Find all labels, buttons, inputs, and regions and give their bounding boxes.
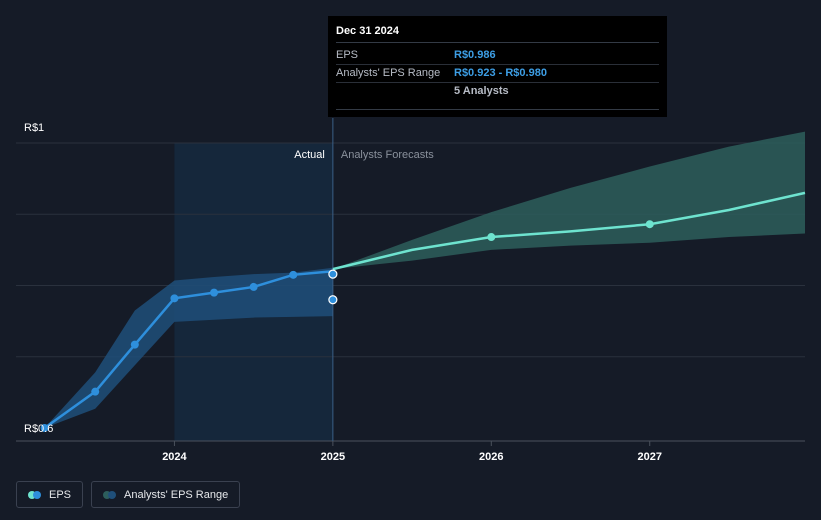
tooltip-marker [328,269,338,279]
actual-region-label: Actual [294,149,325,161]
tooltip-analysts-count: 5 Analysts [454,85,509,97]
eps-point-actual [210,288,219,297]
eps-point-actual [289,270,298,279]
range-swatch-icon [103,490,117,499]
legend-eps-label: EPS [49,488,72,501]
tooltip-range-value: R$0.923 - R$0.980 [454,67,547,79]
eps-point-actual [170,294,179,303]
range-band-actual [44,267,333,428]
x-tick-label: 2026 [479,451,503,463]
eps-swatch-icon [28,490,41,499]
chart-legend: EPS Analysts' EPS Range [16,481,241,508]
x-tick-label: 2027 [637,451,661,463]
eps-line-forecast [332,191,806,271]
eps-line-actual [43,270,333,430]
tooltip-eps-row: EPS R$0.986 [336,47,659,65]
x-tick-label: 2025 [321,451,345,463]
eps-point-actual [40,424,49,432]
eps-point-forecast [645,220,654,229]
y-tick-label: R$1 [24,122,44,134]
tooltip-range-label: Analysts' EPS Range [336,67,441,79]
x-tick-label: 2024 [162,451,187,463]
range-band-forecast [332,131,805,270]
legend-range-label: Analysts' EPS Range [124,488,229,501]
eps-point-forecast [487,233,496,242]
tooltip-date: Dec 31 2024 [336,24,659,43]
legend-item-eps[interactable]: EPS [16,481,84,508]
tooltip-eps-value: R$0.986 [454,49,496,61]
data-tooltip: Dec 31 2024 EPS R$0.986 Analysts' EPS Ra… [328,16,667,117]
eps-point-actual [91,387,100,396]
legend-item-eps-range[interactable]: Analysts' EPS Range [91,481,241,508]
tooltip-marker [328,295,338,305]
eps-points [40,220,654,432]
y-tick-label: R$0.6 [24,423,53,435]
eps-point-actual [130,340,139,349]
grid-lines [16,142,805,442]
x-axis-ticks: 2024 2025 2026 2027 [162,441,662,463]
tooltip-analysts-row: 5 Analysts [336,83,659,110]
tooltip-range-row: Analysts' EPS Range R$0.923 - R$0.980 [336,65,659,83]
y-axis-ticks: R$1 R$0.6 [24,122,53,435]
forecast-region-label: Analysts Forecasts [341,149,434,161]
eps-point-actual [249,282,258,291]
tooltip-eps-label: EPS [336,49,359,61]
